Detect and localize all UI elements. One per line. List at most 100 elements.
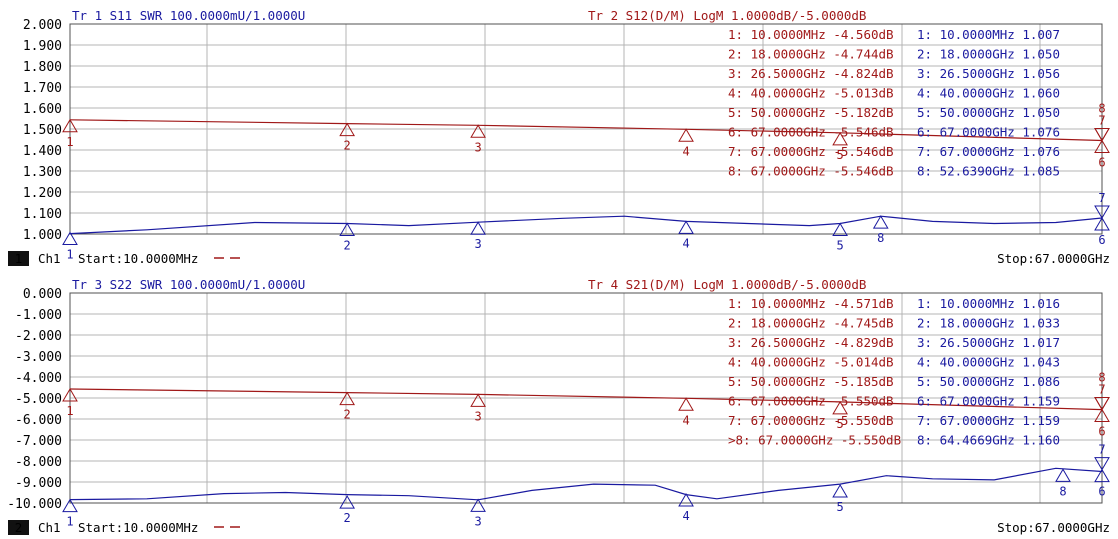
marker-readout-blue: 8: 64.4669GHz 1.160 bbox=[917, 433, 1060, 448]
marker-label: 7 bbox=[1098, 191, 1105, 205]
marker-readout-blue: 2: 18.0000GHz 1.033 bbox=[917, 316, 1060, 331]
marker-label: 7 bbox=[1098, 113, 1105, 127]
chart-1-marker-blue-5: 5 bbox=[832, 222, 848, 253]
marker-label: 8 bbox=[1098, 101, 1105, 115]
marker-readout-red: 2: 18.0000GHz -4.744dB bbox=[728, 47, 894, 62]
chart-1-svg: 2.000 1.900 1.800 1.700 1.600 1.500 1.400 1.300… bbox=[8, 8, 1110, 266]
marker-triangle bbox=[62, 118, 78, 133]
chart-1-marker-red-5: 5 bbox=[832, 131, 848, 162]
marker-triangle bbox=[832, 222, 848, 236]
marker-label: 4 bbox=[682, 509, 689, 523]
marker-readout-red: 1: 10.0000MHz -4.560dB bbox=[728, 27, 894, 42]
chart-2-marker-blue-2: 2 bbox=[339, 495, 356, 525]
marker-readout-red: 6: 67.0000GHz -5.550dB bbox=[728, 394, 894, 409]
marker-readout-blue: 5: 50.0000GHz 1.086 bbox=[917, 374, 1060, 389]
chart-1-marker-blue-2: 2 bbox=[339, 222, 356, 253]
marker-readout-red: 7: 67.0000GHz -5.546dB bbox=[728, 144, 894, 159]
chart-2-trace-header-blue: Tr 3 S22 SWR 100.0000mU/1.0000U bbox=[72, 277, 305, 292]
chart-1-y-tick-label: 1.900 bbox=[23, 39, 62, 54]
marker-readout-blue: 3: 26.5000GHz 1.017 bbox=[917, 335, 1060, 350]
chart-1-y-tick-label: 1.400 bbox=[23, 144, 62, 159]
marker-readout-red: 1: 10.0000MHz -4.571dB bbox=[728, 296, 894, 311]
chart-2-marker-blue-8: 8 bbox=[1055, 468, 1071, 498]
marker-triangle bbox=[832, 131, 848, 146]
chart-1-marker-red-2: 2 bbox=[339, 122, 356, 153]
marker-label: 1 bbox=[66, 135, 73, 149]
marker-label: 5 bbox=[836, 239, 843, 253]
channel-panel-2: 0.000 -1.000 -2.000 -3.000 -4.000 -5.000 -6.00… bbox=[0, 269, 1118, 539]
chart-2-marker-red-6: 6 bbox=[1094, 408, 1110, 439]
chart-2-marker-table: 1: 10.0000MHz -4.571dB 2: 18.0000GHz -4.7… bbox=[728, 296, 1060, 448]
marker-label: 7 bbox=[1098, 383, 1105, 397]
chart-1-trace-header-red: Tr 2 S12(D/M) LogM 1.0000dB/-5.0000dB bbox=[588, 8, 866, 23]
chart-1-y-tick-label: 1.300 bbox=[23, 165, 62, 180]
start-frequency: Start:10.0000MHz bbox=[78, 251, 198, 266]
marker-label: 3 bbox=[474, 514, 481, 528]
marker-label: 4 bbox=[682, 413, 689, 427]
chart-1-trace-header-blue: Tr 1 S11 SWR 100.0000mU/1.0000U bbox=[72, 8, 305, 23]
chart-2-y-tick-label: -1.000 bbox=[15, 308, 62, 323]
marker-readout-blue: 1: 10.0000MHz 1.016 bbox=[917, 296, 1060, 311]
chart-1-marker-table: 1: 10.0000MHz -4.560dB 2: 18.0000GHz -4.7… bbox=[728, 27, 1060, 179]
chart-2-grid bbox=[70, 293, 1102, 503]
marker-label: 3 bbox=[474, 140, 481, 154]
marker-readout-blue: 7: 67.0000GHz 1.159 bbox=[917, 413, 1060, 428]
marker-readout-red: 5: 50.0000GHz -5.182dB bbox=[728, 105, 894, 120]
chart-1-y-tick-label: 2.000 bbox=[23, 18, 62, 33]
marker-triangle bbox=[1094, 205, 1110, 220]
chart-2-y-tick-label: -3.000 bbox=[15, 350, 62, 365]
marker-readout-red: 3: 26.5000GHz -4.829dB bbox=[728, 335, 894, 350]
chart-1-marker-red-6: 6 bbox=[1094, 139, 1110, 169]
chart-2-y-tick-label: -9.000 bbox=[15, 476, 62, 491]
marker-label: 8 bbox=[1059, 484, 1066, 498]
chart-2-marker-blue-1: 1 bbox=[62, 498, 78, 529]
marker-readout-blue: 1: 10.0000MHz 1.007 bbox=[917, 27, 1060, 42]
marker-triangle bbox=[1094, 127, 1110, 142]
chart-1-plot-frame bbox=[69, 23, 1103, 235]
marker-readout-red: 4: 40.0000GHz -5.013dB bbox=[728, 86, 894, 101]
marker-triangle bbox=[339, 391, 356, 406]
marker-triangle bbox=[678, 397, 694, 411]
marker-label: 1 bbox=[66, 404, 73, 418]
marker-triangle bbox=[678, 492, 694, 507]
marker-label: 8 bbox=[877, 231, 884, 245]
marker-readout-red: 3: 26.5000GHz -4.824dB bbox=[728, 66, 894, 81]
marker-label: 5 bbox=[836, 500, 843, 514]
chart-1-marker-red-1: 1 bbox=[62, 118, 78, 149]
marker-triangle bbox=[470, 221, 486, 235]
marker-label: 8 bbox=[1098, 371, 1105, 385]
channel-label: Ch1 bbox=[38, 520, 61, 535]
chart-1-grid bbox=[70, 24, 1102, 234]
channel-badge-number: 1 bbox=[15, 251, 23, 266]
stop-frequency: Stop:67.0000GHz bbox=[997, 251, 1110, 266]
chart-1-marker-blue-4: 4 bbox=[678, 220, 694, 250]
marker-readout-blue: 2: 18.0000GHz 1.050 bbox=[917, 47, 1060, 62]
chart-2-trace-line-1 bbox=[69, 467, 1103, 501]
chart-2-y-tick-label: -7.000 bbox=[15, 434, 62, 449]
channel-badge bbox=[8, 520, 29, 535]
chart-2-footer: 2 Ch1 Start:10.0000MHz Stop:67.0000GHz bbox=[8, 520, 1110, 535]
marker-readout-red: >8: 67.0000GHz -5.550dB bbox=[728, 433, 901, 448]
marker-triangle bbox=[832, 483, 848, 498]
chart-1-trace-line-1 bbox=[69, 215, 1103, 235]
chart-2-trace-header-red: Tr 4 S21(D/M) LogM 1.0000dB/-5.0000dB bbox=[588, 277, 866, 292]
chart-2-y-tick-label: -8.000 bbox=[15, 455, 62, 470]
marker-triangle bbox=[339, 222, 356, 236]
chart-1-y-tick-label: 1.200 bbox=[23, 186, 62, 201]
chart-2-marker-blue-4: 4 bbox=[678, 492, 694, 523]
chart-2-marker-red-1: 1 bbox=[62, 387, 78, 418]
marker-triangle bbox=[678, 220, 694, 234]
chart-1-marker-blue-3: 3 bbox=[470, 221, 486, 251]
marker-triangle bbox=[62, 387, 78, 402]
marker-triangle bbox=[1094, 397, 1110, 411]
marker-readout-blue: 7: 67.0000GHz 1.076 bbox=[917, 144, 1060, 159]
chart-2-svg: 0.000 -1.000 -2.000 -3.000 -4.000 -5.000 -6.00… bbox=[7, 277, 1110, 535]
marker-label: 3 bbox=[474, 409, 481, 423]
marker-label: 6 bbox=[1098, 233, 1105, 247]
marker-readout-red: 6: 67.0000GHz -5.546dB bbox=[728, 125, 894, 140]
chart-2-marker-red-5: 5 bbox=[832, 400, 848, 431]
marker-readout-blue: 5: 50.0000GHz 1.050 bbox=[917, 105, 1060, 120]
marker-readout-red: 4: 40.0000GHz -5.014dB bbox=[728, 355, 894, 370]
marker-label: 2 bbox=[344, 408, 351, 422]
marker-label: 6 bbox=[1098, 155, 1105, 169]
